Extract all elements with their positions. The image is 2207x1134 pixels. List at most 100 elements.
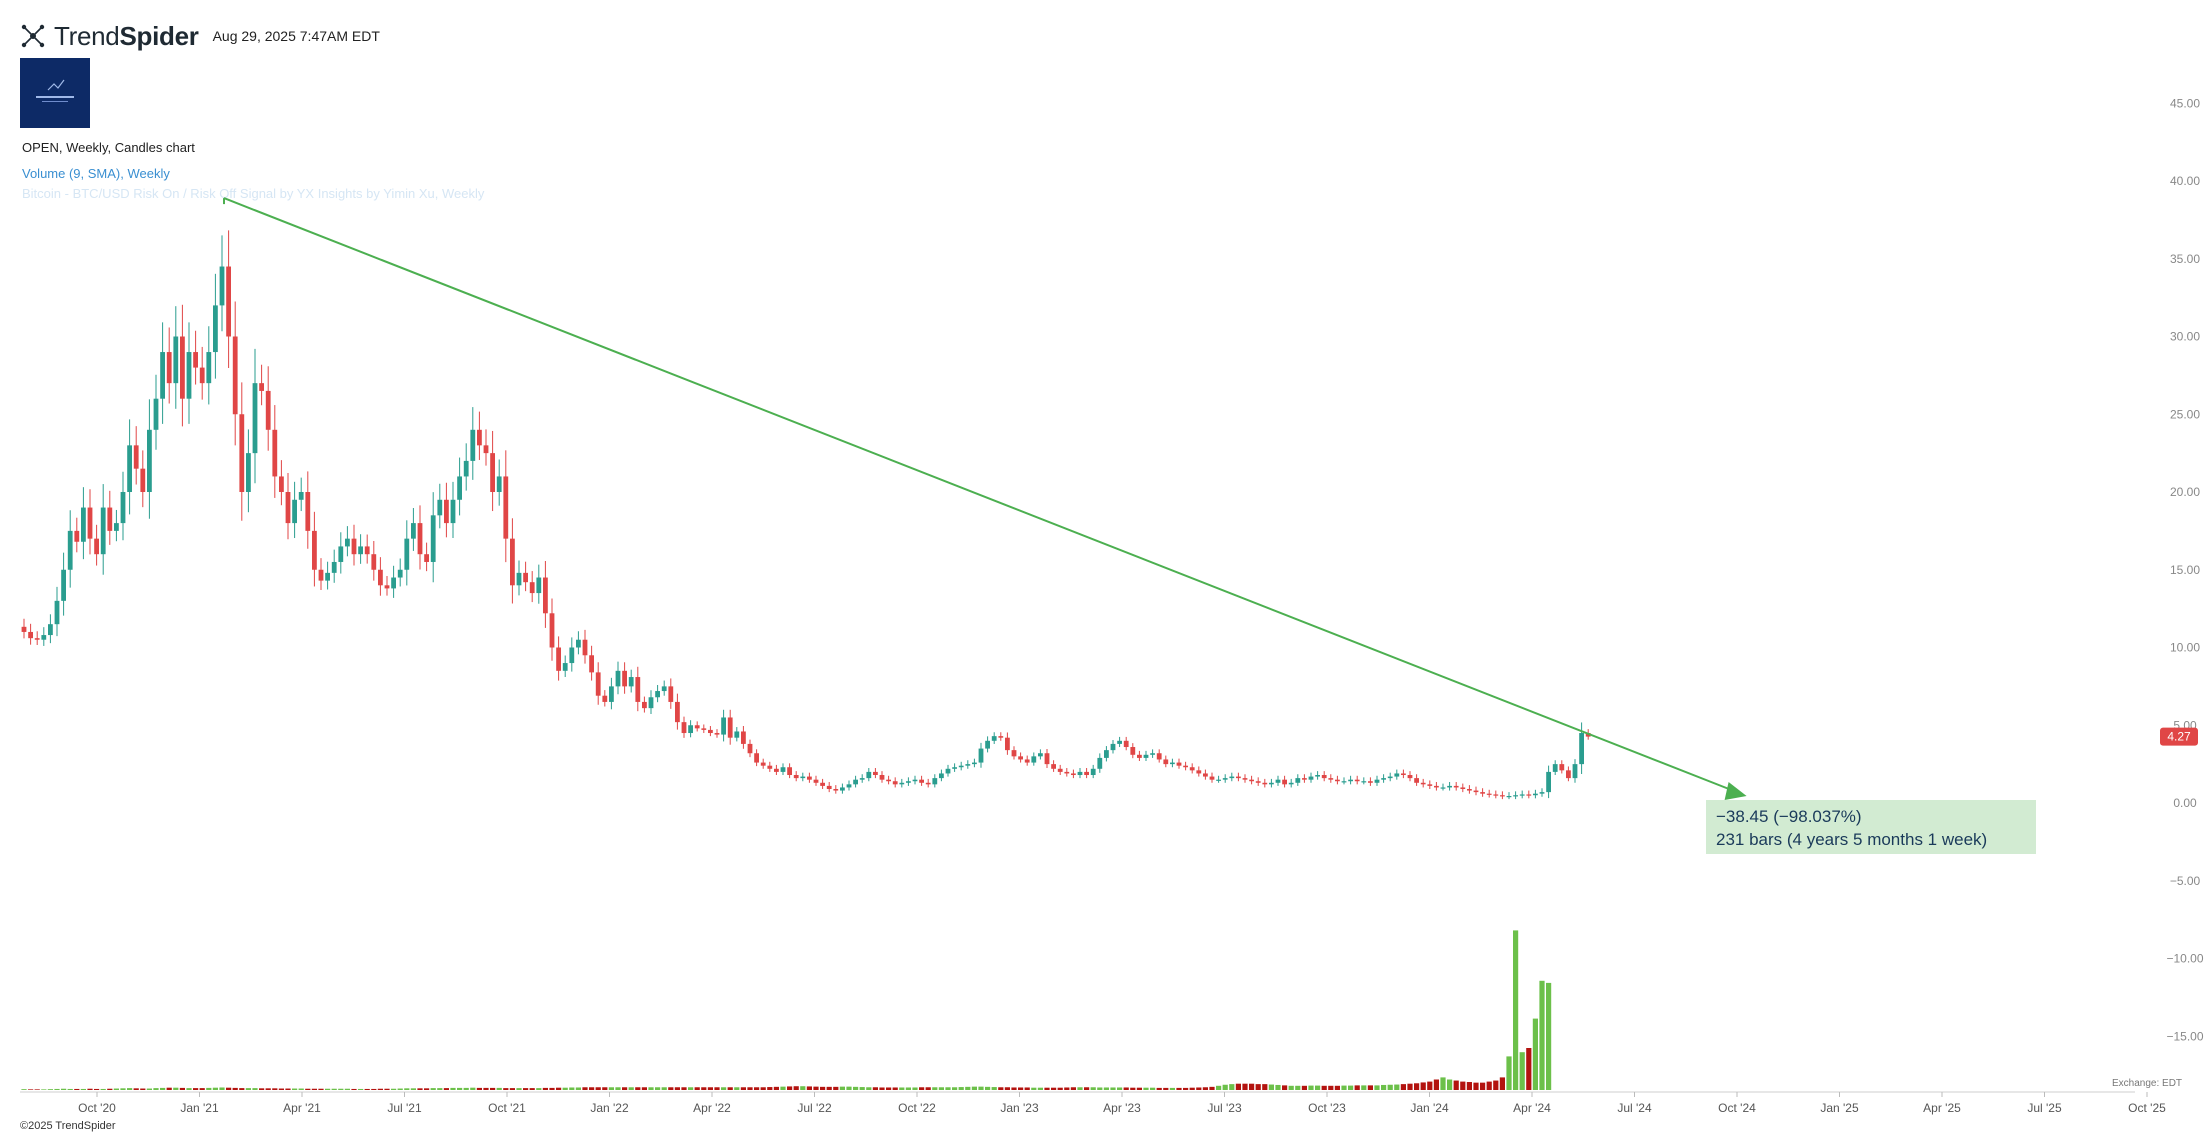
y-tick-label: 20.00 (2170, 485, 2200, 499)
candle-body (536, 577, 542, 594)
candle-body (1057, 768, 1063, 772)
candle-body (1434, 785, 1439, 788)
candle-body (312, 530, 317, 570)
candle-body (1183, 765, 1188, 768)
volume-bar (859, 1087, 865, 1090)
candle-body (972, 762, 977, 765)
candle-body (879, 775, 885, 780)
candle-body (1163, 759, 1169, 765)
volume-bar (54, 1088, 60, 1090)
volume-bar (351, 1088, 357, 1090)
candle-body (714, 733, 720, 735)
volume-bar (1229, 1084, 1235, 1090)
company-logo-icon (36, 79, 74, 102)
volume-bar (1334, 1085, 1340, 1090)
volume-bar (549, 1087, 555, 1090)
candle-body (655, 691, 660, 698)
candle-body (1414, 778, 1419, 783)
candle-body (371, 554, 377, 570)
volume-bar (793, 1086, 799, 1090)
x-tick-label: Jan '22 (590, 1101, 629, 1115)
volume-bar (1321, 1085, 1327, 1090)
volume-bar (1546, 982, 1552, 1090)
volume-bar (727, 1087, 733, 1090)
candle-body (1585, 733, 1591, 737)
volume-bar (945, 1087, 951, 1090)
candle-body (1552, 764, 1558, 772)
candle-body (424, 554, 429, 562)
candle-body (351, 538, 357, 555)
volume-bar (1381, 1084, 1387, 1090)
volume-bar (998, 1087, 1004, 1090)
candle-body (206, 352, 212, 384)
candle-body (153, 398, 159, 430)
volume-bar (384, 1088, 390, 1090)
candle-body (1453, 785, 1459, 788)
candle-body (991, 736, 997, 741)
candle-body (107, 507, 113, 531)
volume-bar (311, 1088, 317, 1090)
candle-body (615, 670, 621, 687)
volume-bar (707, 1087, 713, 1090)
overlay-indicator-label[interactable]: Bitcoin - BTC/USD Risk On / Risk Off Sig… (22, 186, 485, 201)
volume-bar (1123, 1087, 1129, 1090)
candle-body (193, 352, 198, 368)
volume-bar (589, 1087, 595, 1090)
volume-bar (1288, 1085, 1294, 1090)
volume-bar (958, 1087, 964, 1090)
timestamp: Aug 29, 2025 7:47AM EDT (212, 28, 380, 44)
candle-body (945, 768, 951, 774)
candle-body (754, 753, 759, 763)
candle-body (675, 701, 680, 723)
volume-bar (661, 1087, 667, 1090)
candle-body (1051, 764, 1056, 769)
candle-body (688, 725, 693, 734)
x-tick-label: Apr '23 (1103, 1101, 1141, 1115)
volume-bar (655, 1087, 661, 1090)
candle-body (582, 639, 588, 656)
volume-bar (1136, 1087, 1142, 1090)
candle-body (94, 538, 99, 555)
candle-body (701, 728, 707, 730)
y-tick-label: 40.00 (2170, 174, 2200, 188)
volume-bar (1235, 1083, 1241, 1090)
volume-bar (146, 1088, 152, 1090)
volume-bar (34, 1089, 40, 1090)
candle-body (1486, 793, 1492, 795)
candle-body (767, 765, 773, 769)
volume-bar (285, 1088, 291, 1090)
candle-body (1282, 779, 1287, 785)
volume-bar (681, 1087, 687, 1090)
candle-body (609, 686, 614, 702)
candle-body (1011, 750, 1017, 757)
volume-bar (846, 1086, 852, 1090)
volume-bar (932, 1087, 938, 1090)
volume-bar (919, 1087, 925, 1090)
candle-body (114, 523, 119, 531)
volume-bar (1110, 1087, 1116, 1090)
volume-bar (886, 1087, 892, 1090)
y-tick-label: −5.00 (2170, 874, 2201, 888)
candle-body (628, 677, 634, 687)
candle-body (1447, 785, 1452, 788)
y-tick-label: 30.00 (2170, 330, 2200, 344)
y-tick-label: −10.00 (2166, 952, 2203, 966)
candle-body (523, 572, 528, 583)
volume-bar (628, 1087, 634, 1090)
x-tick-label: Oct '21 (488, 1101, 526, 1115)
volume-bar (1526, 1048, 1532, 1090)
volume-bar (1189, 1087, 1195, 1090)
candle-body (265, 390, 271, 430)
candle-body (81, 507, 86, 542)
volume-bar (556, 1087, 562, 1090)
volume-bar (219, 1087, 225, 1090)
candle-body (358, 546, 363, 555)
candle-body (391, 577, 396, 589)
volume-bar (1473, 1082, 1479, 1090)
candle-body (978, 748, 984, 763)
candle-body (1236, 776, 1241, 779)
candle-body (1038, 753, 1043, 757)
candle-body (708, 729, 713, 734)
volume-indicator-label[interactable]: Volume (9, SMA), Weekly (22, 166, 170, 181)
